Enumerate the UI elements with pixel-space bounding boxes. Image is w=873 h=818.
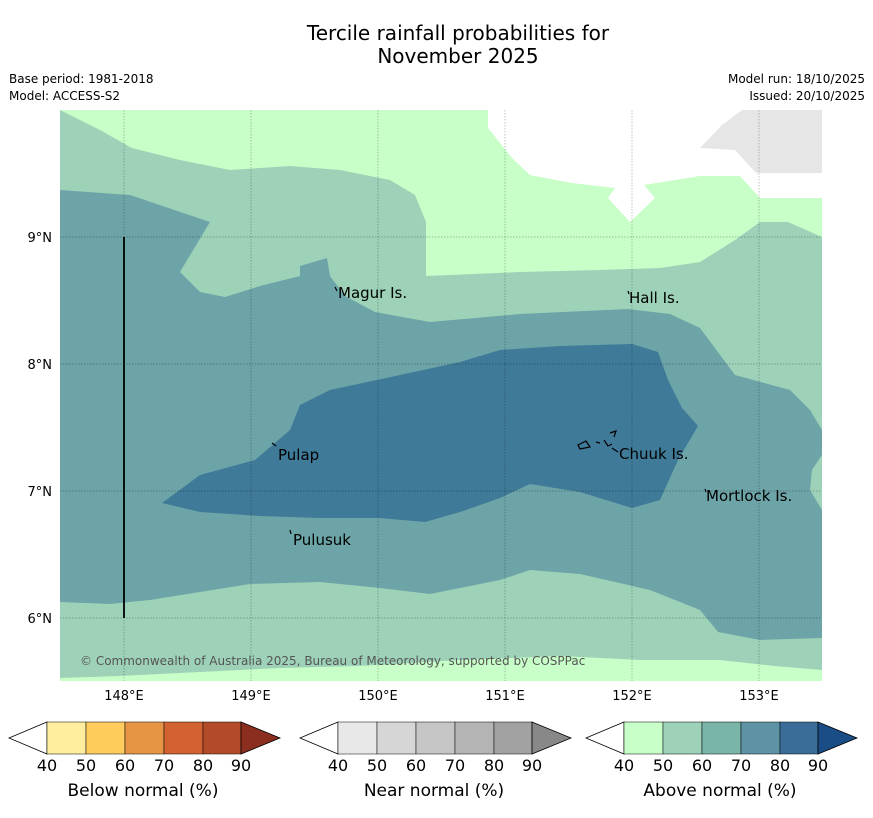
colorbar-near-scale xyxy=(299,721,573,755)
lat-label-9: 9°N xyxy=(28,231,53,246)
colorbar-near-tick-90: 90 xyxy=(521,756,543,775)
colorbar-above: 40 50 60 70 80 90 Above normal (%) xyxy=(585,718,873,818)
colorbar-above-tick-60: 60 xyxy=(691,756,713,775)
colorbar-near: 40 50 60 70 80 90 Near normal (%) xyxy=(299,718,589,818)
place-pulusuk: Pulusuk xyxy=(293,531,351,549)
map-title: Tercile rainfall probabilities for Novem… xyxy=(0,22,873,68)
colorbar-above-tick-80: 80 xyxy=(769,756,791,775)
meta-right: Model run: 18/10/2025 Issued: 20/10/2025 xyxy=(728,71,865,105)
colorbar-near-tick-40: 40 xyxy=(327,756,349,775)
lon-label-149: 149°E xyxy=(231,689,271,704)
colorbar-above-tick-50: 50 xyxy=(652,756,674,775)
colorbar-below: 40 50 60 70 80 90 Below normal (%) xyxy=(8,718,298,818)
lon-label-148: 148°E xyxy=(104,689,144,704)
colorbar-near-label: Near normal (%) xyxy=(363,781,505,801)
colorbar-above-label: Above normal (%) xyxy=(643,781,797,801)
island-marks xyxy=(271,286,707,535)
model-name: Model: ACCESS-S2 xyxy=(9,89,121,103)
probability-map: Magur Is. Hall Is. Pulap Chuuk Is. Mortl… xyxy=(28,110,822,704)
place-chuuk: Chuuk Is. xyxy=(619,445,688,463)
colorbar-near-tick-60: 60 xyxy=(405,756,427,775)
lon-label-151: 151°E xyxy=(485,689,525,704)
colorbar-near-tick-80: 80 xyxy=(483,756,505,775)
colorbar-below-scale xyxy=(8,721,282,755)
place-magur: Magur Is. xyxy=(338,284,407,302)
base-period: Base period: 1981-2018 xyxy=(9,72,154,86)
colorbar-above-tick-70: 70 xyxy=(730,756,752,775)
colorbar-above-tick-90: 90 xyxy=(807,756,829,775)
copyright-notice: © Commonwealth of Australia 2025, Bureau… xyxy=(80,654,585,668)
colorbar-near-tick-70: 70 xyxy=(444,756,466,775)
zone-above-80 xyxy=(162,344,698,522)
colorbar-near-tick-50: 50 xyxy=(366,756,388,775)
meta-left: Base period: 1981-2018 Model: ACCESS-S2 xyxy=(9,71,154,105)
zone-near-40 xyxy=(700,110,822,173)
colorbar-below-label: Below normal (%) xyxy=(67,781,219,801)
lon-label-150: 150°E xyxy=(358,689,398,704)
colorbar-above-scale xyxy=(585,721,859,755)
place-mortlock: Mortlock Is. xyxy=(706,487,792,505)
place-pulap: Pulap xyxy=(278,446,319,464)
colorbar-below-tick-40: 40 xyxy=(36,756,58,775)
place-hall: Hall Is. xyxy=(629,289,680,307)
zone-above-50-south xyxy=(60,656,822,681)
lat-label-8: 8°N xyxy=(28,358,53,373)
graticule xyxy=(60,110,822,681)
colorbar-below-tick-60: 60 xyxy=(114,756,136,775)
lat-label-7: 7°N xyxy=(28,485,53,500)
colorbar-below-tick-70: 70 xyxy=(153,756,175,775)
lat-label-6: 6°N xyxy=(28,612,53,627)
colorbar-below-tick-80: 80 xyxy=(192,756,214,775)
title-line-1: Tercile rainfall probabilities for xyxy=(306,21,610,45)
issued-date: Issued: 20/10/2025 xyxy=(749,89,865,103)
title-line-2: November 2025 xyxy=(377,44,539,68)
colorbar-above-tick-40: 40 xyxy=(613,756,635,775)
colorbar-below-tick-90: 90 xyxy=(230,756,252,775)
lon-label-152: 152°E xyxy=(612,689,652,704)
colorbar-below-tick-50: 50 xyxy=(75,756,97,775)
model-run: Model run: 18/10/2025 xyxy=(727,72,865,86)
lon-label-153: 153°E xyxy=(739,689,779,704)
